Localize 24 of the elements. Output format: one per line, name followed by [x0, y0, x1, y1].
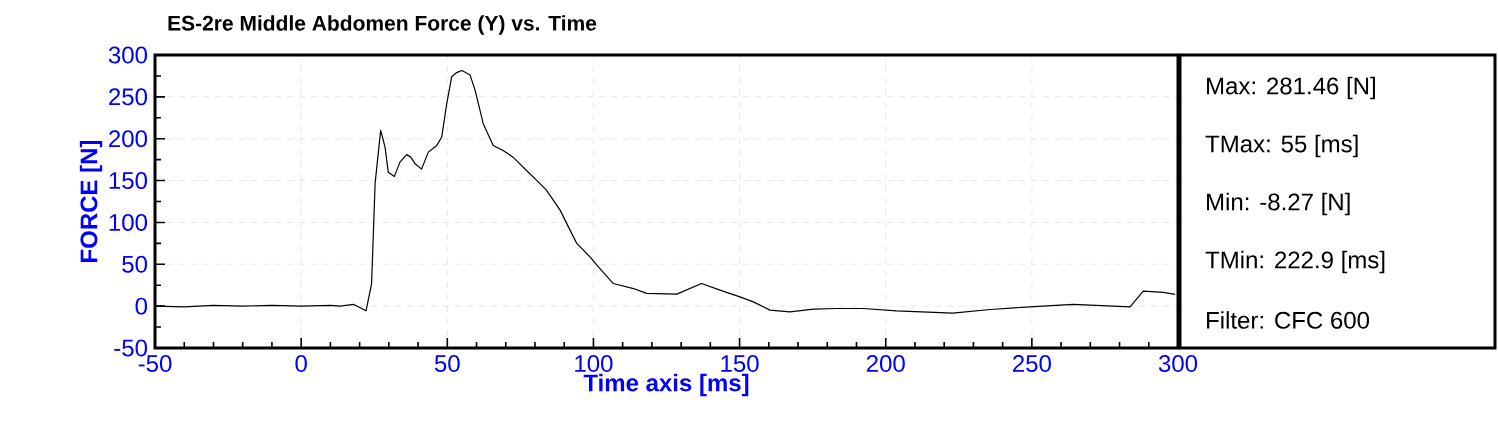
y-tick-label: 0 [135, 297, 148, 315]
x-axis-title: Time axis [ms] [583, 373, 749, 397]
x-tick-label: 200 [866, 355, 905, 373]
y-axis-title: FORCE [N] [79, 140, 103, 262]
y-tick-label: 100 [109, 213, 148, 231]
chart-title: ES-2re Middle Abdomen Force (Y) vs. Time [168, 15, 597, 35]
text: Max: 281.46 [N] [1207, 76, 1375, 100]
text: Min: -8.27 [N] [1207, 192, 1350, 216]
y-tick-label: 250 [109, 88, 148, 106]
text: TMax: 55 [ms] [1205, 134, 1358, 158]
x-tick-label: 50 [434, 355, 460, 373]
y-tick-label: -50 [114, 339, 148, 357]
y-tick-label: 50 [122, 255, 148, 273]
x-tick-label: 150 [721, 355, 759, 373]
y-tick-label: 300 [108, 46, 148, 64]
y-tick-label: 150 [109, 172, 148, 190]
x-tick-label: 100 [575, 355, 613, 373]
x-tick-label: 250 [1013, 355, 1051, 373]
y-tick-label: 200 [109, 130, 148, 148]
text: Filter: CFC 600 [1207, 311, 1370, 329]
x-tick-label: 0 [295, 355, 307, 373]
x-tick-label: -50 [138, 355, 172, 373]
x-tick-label: 300 [1158, 355, 1198, 373]
text: TMin: 222.9 [ms] [1205, 250, 1385, 274]
